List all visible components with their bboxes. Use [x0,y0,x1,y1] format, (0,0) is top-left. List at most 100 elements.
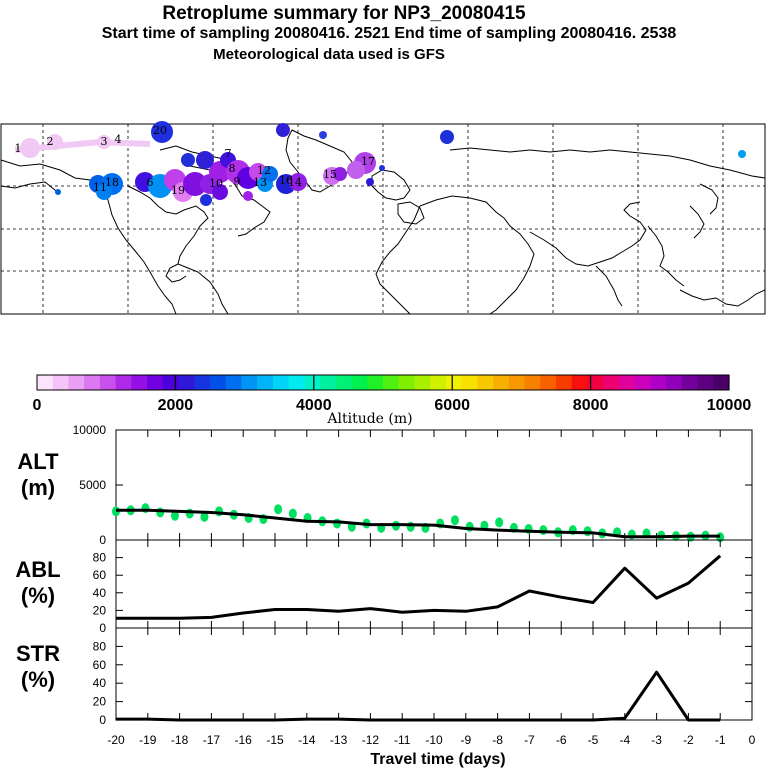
plume-marker [183,172,207,196]
altitude-scatter-point [170,510,179,521]
x-tick-label: -2 [683,733,694,747]
x-tick-label: -14 [298,733,316,747]
trajectory-day-label: 18 [105,176,119,189]
y-tick-label: 60 [93,568,107,582]
colorbar-swatch [225,375,243,390]
altitude-scatter-point [185,508,194,519]
colorbar-swatch [367,375,384,390]
altitude-scatter-point [200,511,209,522]
colorbar-swatch [257,375,274,390]
x-tick-label: -7 [524,733,535,747]
colorbar-tick-label: 2000 [158,397,194,414]
alt-panel: 0 5000 10000 ALT(m) [17,423,753,547]
colorbar-swatch [288,375,305,390]
y-tick-label: 0 [99,713,106,727]
colorbar-swatch [99,375,117,390]
colorbar-swatch [414,375,431,390]
meteorological-data-note: Meteorological data used is GFS [213,46,445,63]
map-frame [0,123,766,315]
colorbar-tick-label: 10000 [707,397,752,414]
alt-series-line [116,508,721,539]
trajectory-day-label: 1 [15,142,22,155]
colorbar-swatch [147,375,164,390]
y-tick-label: 80 [93,639,107,653]
panel-title: STR [16,641,60,666]
plume-marker [738,150,746,158]
x-tick-label: -13 [330,733,348,747]
plume-marker [440,130,454,144]
colorbar-swatch [587,375,604,390]
colorbar-swatch [681,375,699,390]
x-tick-label: -11 [394,733,411,747]
y-tick-label: 60 [93,658,107,672]
colorbar-tick-label: 8000 [573,397,609,414]
plume-marker [366,178,374,186]
panel-title: ABL [15,557,60,582]
y-tick-label: 20 [93,695,107,709]
colorbar-swatch [272,375,290,390]
colorbar-swatch [508,375,526,390]
plume-marker [243,191,253,201]
colorbar-swatch [540,375,557,390]
x-tick-label: -1 [715,733,726,747]
plume-marker [196,151,214,169]
x-tick-label: -15 [266,733,284,747]
plume-marker [276,123,290,137]
colorbar-swatch [697,375,714,390]
trajectory-day-label: 13 [253,176,267,189]
colorbar-swatch [666,375,683,390]
colorbar-swatch [571,375,589,390]
altitude-scatter-point [274,504,283,515]
colorbar-swatch [524,375,541,390]
time-series-panels: 0500010000ALT(m)020406080ABL(%)020406080… [15,423,755,768]
trajectory-day-label: 11 [93,181,107,194]
x-tick-label: -12 [362,733,380,747]
trajectory-day-label: 15 [323,168,337,181]
colorbar-swatch [383,375,400,390]
plume-marker [347,161,365,179]
trajectory-day-label: 12 [257,164,271,177]
trajectory-day-label: 16 [279,174,293,187]
colorbar-swatch [131,375,148,390]
trajectory-day-label: 8 [229,162,236,175]
colorbar-swatch [52,375,70,390]
x-tick-label: -10 [425,733,443,747]
x-tick-label: -18 [171,733,189,747]
colorbar-swatch [178,375,195,390]
trajectory-day-label: 14 [288,176,302,189]
colorbar-swatch [194,375,211,390]
colorbar-swatch [162,375,180,390]
x-tick-label: -9 [460,733,471,747]
colorbar-swatch [634,375,651,390]
str-series-line [116,670,721,722]
altitude-scatter-point [450,515,459,526]
trajectory-day-label: 6 [147,176,154,189]
y-tick-label: 20 [93,603,107,617]
colorbar-swatch [556,375,573,390]
altitude-scatter-point [156,507,165,518]
trajectory-day-label: 20 [153,124,167,137]
plume-marker [55,189,61,195]
trajectory-day-label: 9 [234,175,241,188]
plume-marker [200,194,212,206]
plume-marker [379,165,385,171]
colorbar-swatch [210,375,227,390]
plume-marker [181,153,195,167]
colorbar-frame [36,374,730,391]
colorbar-swatch [351,375,368,390]
colorbar-tick-label: 4000 [296,397,332,414]
y-tick-label: 40 [93,586,107,600]
colorbar-swatch [84,375,101,390]
colorbar-swatch [241,375,258,390]
abl-series-line [116,554,722,620]
altitude-scatter-point [495,517,504,528]
colorbar-swatch [650,375,667,390]
colorbar-swatch [618,375,636,390]
trajectory-day-label: 2 [47,135,54,148]
x-tick-label: -20 [107,733,125,747]
y-tick-label: 10000 [73,423,107,437]
y-tick-label: 40 [93,676,107,690]
x-axis-title: Travel time (days) [370,751,505,768]
abl-panel: 0 20 40 60 80 ABL(%) [15,539,753,635]
colorbar-swatch [430,375,447,390]
